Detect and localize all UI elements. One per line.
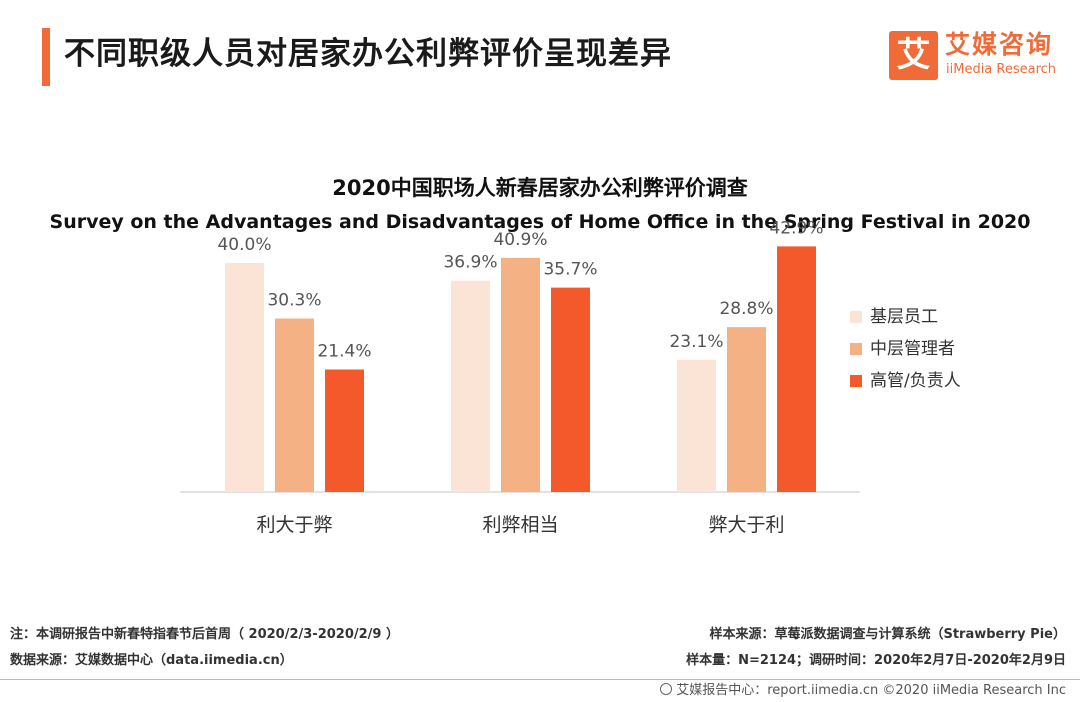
legend-swatch-1 [850, 311, 862, 323]
bar-2-1 [451, 280, 490, 492]
footnote-data-source: 数据来源：艾媒数据中心（data.iimedia.cn） [10, 653, 293, 668]
data-label-3-3: 42.9% [769, 218, 823, 238]
bar-3-2 [727, 327, 766, 492]
legend-label-2: 中层管理者 [870, 339, 955, 359]
bar-2-2 [501, 257, 540, 492]
iimedia-logo: 艾 艾媒咨询 iiMedia Research [889, 29, 1064, 84]
category-label-2: 利弊相当 [482, 514, 558, 536]
bar-1-2 [275, 318, 314, 492]
footnote-sample-size: 样本量：N=2124；调研时间：2020年2月7日-2020年2月9日 [686, 653, 1066, 668]
chart-subtitle: Survey on the Advantages and Disadvantag… [49, 211, 1031, 233]
footer-divider [0, 679, 1080, 680]
page-title: 不同职级人员对居家办公利弊评价呈现差异 [64, 36, 672, 72]
data-label-3-2: 28.8% [719, 299, 773, 319]
legend-swatch-3 [850, 375, 862, 387]
bar-1-3 [325, 369, 364, 492]
data-label-2-3: 35.7% [543, 260, 597, 280]
legend-swatch-2 [850, 343, 862, 355]
category-label-3: 弊大于利 [708, 514, 784, 536]
footnote-sample-source: 样本来源：草莓派数据调查与计算系统（Strawberry Pie） [709, 627, 1066, 642]
data-label-2-2: 40.9% [493, 230, 547, 250]
category-label-1: 利大于弊 [256, 514, 332, 536]
data-label-1-2: 30.3% [267, 291, 321, 311]
globe-icon [660, 683, 673, 695]
chart-title: 2020中国职场人新春居家办公利弊评价调查 [332, 176, 748, 200]
title-accent-bar [42, 28, 50, 86]
legend-label-1: 基层员工 [870, 307, 938, 327]
copyright: 艾媒报告中心：report.iimedia.cn ©2020 iiMedia R… [660, 682, 1066, 700]
bar-3-1 [677, 359, 716, 492]
legend-label-3: 高管/负责人 [870, 371, 961, 391]
copyright-text: 艾媒报告中心：report.iimedia.cn ©2020 iiMedia R… [676, 683, 1066, 698]
bar-1-1 [225, 263, 264, 492]
footnote-note: 注：本调研报告中新春特指春节后首周（ 2020/2/3-2020/2/9 ） [10, 627, 399, 642]
data-label-1-1: 40.0% [217, 235, 271, 255]
bar-2-3 [551, 287, 590, 492]
logo-name-cn: 艾媒咨询 [945, 30, 1054, 59]
data-label-2-1: 36.9% [443, 253, 497, 273]
bar-3-3 [777, 246, 816, 492]
data-label-1-3: 21.4% [317, 341, 371, 361]
logo-mark: 艾 [889, 31, 938, 80]
logo-name-en: iiMedia Research [946, 62, 1057, 77]
data-label-3-1: 23.1% [669, 332, 723, 352]
